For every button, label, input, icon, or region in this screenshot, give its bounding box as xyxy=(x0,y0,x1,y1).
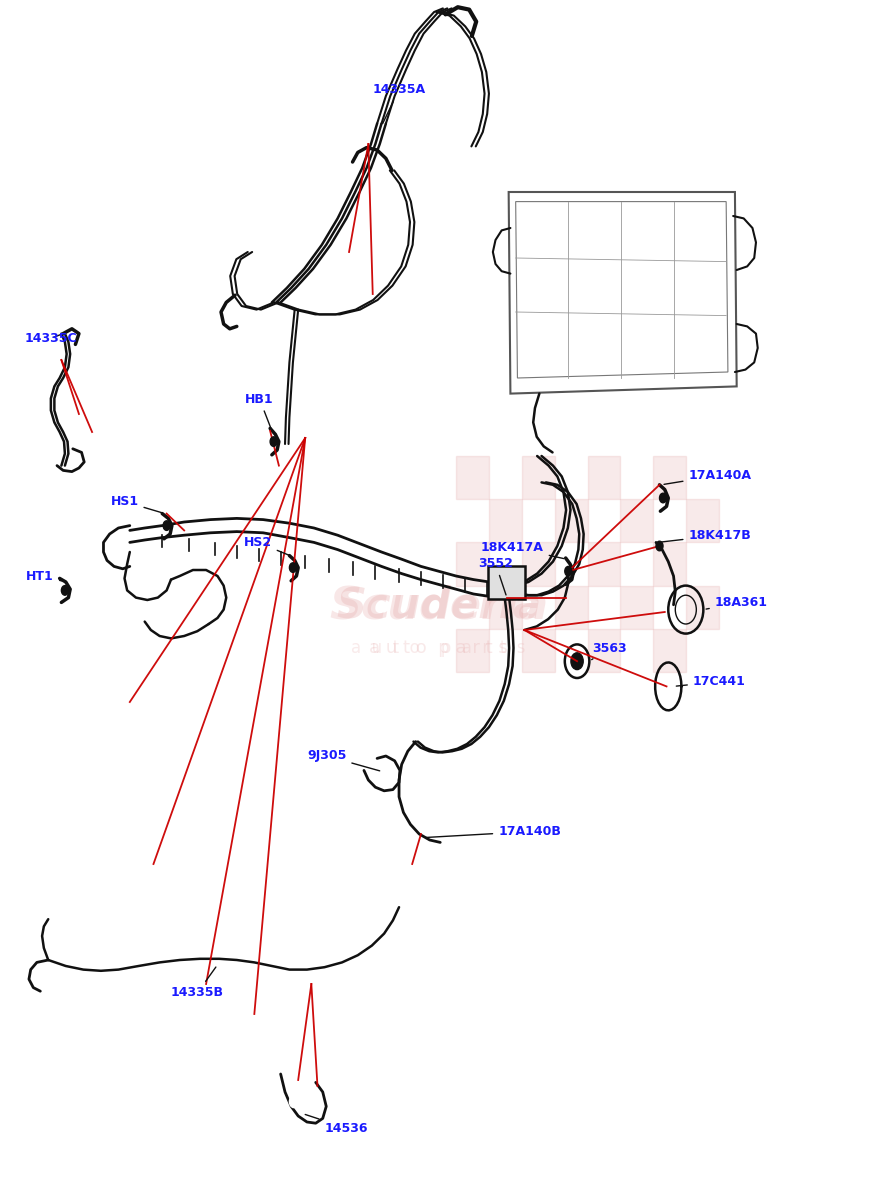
Bar xyxy=(554,586,588,629)
Circle shape xyxy=(656,541,663,551)
Text: 14335A: 14335A xyxy=(373,83,425,124)
Text: HB1: HB1 xyxy=(246,392,274,428)
Bar xyxy=(489,499,522,542)
Text: 17A140A: 17A140A xyxy=(664,469,752,485)
Circle shape xyxy=(163,521,170,530)
Bar xyxy=(489,586,522,629)
Bar xyxy=(686,499,719,542)
Circle shape xyxy=(289,1096,298,1108)
Bar xyxy=(522,542,554,586)
Bar xyxy=(456,456,489,499)
Bar xyxy=(653,629,686,672)
Circle shape xyxy=(289,563,296,572)
Bar xyxy=(588,542,620,586)
Bar xyxy=(621,499,653,542)
Text: 17A140B: 17A140B xyxy=(426,826,561,838)
Bar xyxy=(456,629,489,672)
Text: 3563: 3563 xyxy=(592,642,626,660)
Text: HS2: HS2 xyxy=(244,536,290,556)
Circle shape xyxy=(571,653,583,670)
Text: 14335C: 14335C xyxy=(25,332,77,344)
Bar xyxy=(588,456,620,499)
Bar xyxy=(653,456,686,499)
Bar xyxy=(554,499,588,542)
Bar xyxy=(522,456,554,499)
Text: 18A361: 18A361 xyxy=(706,596,767,610)
Text: 18K417A: 18K417A xyxy=(481,541,564,559)
Circle shape xyxy=(565,566,572,576)
Bar xyxy=(621,586,653,629)
Text: a u t o  p a r t s: a u t o p a r t s xyxy=(369,638,508,658)
Text: Scuderia: Scuderia xyxy=(329,584,548,628)
Text: 9J305: 9J305 xyxy=(307,750,380,770)
Text: 14335B: 14335B xyxy=(171,967,224,1000)
FancyBboxPatch shape xyxy=(488,566,525,599)
Bar xyxy=(686,586,719,629)
Circle shape xyxy=(270,437,277,446)
Bar xyxy=(653,542,686,586)
Bar xyxy=(456,542,489,586)
Circle shape xyxy=(660,493,667,503)
Text: 14536: 14536 xyxy=(305,1115,368,1134)
Text: HT1: HT1 xyxy=(26,570,61,582)
Text: 3552: 3552 xyxy=(478,557,513,595)
Text: Scuderia: Scuderia xyxy=(336,584,541,626)
Text: 17C441: 17C441 xyxy=(676,676,745,688)
Bar xyxy=(522,629,554,672)
Text: HS1: HS1 xyxy=(111,496,162,512)
Bar xyxy=(588,629,620,672)
Text: a  u  t  o    p  a  r  t  s: a u t o p a r t s xyxy=(352,638,525,658)
Text: 18K417B: 18K417B xyxy=(660,529,752,542)
Circle shape xyxy=(61,586,68,595)
